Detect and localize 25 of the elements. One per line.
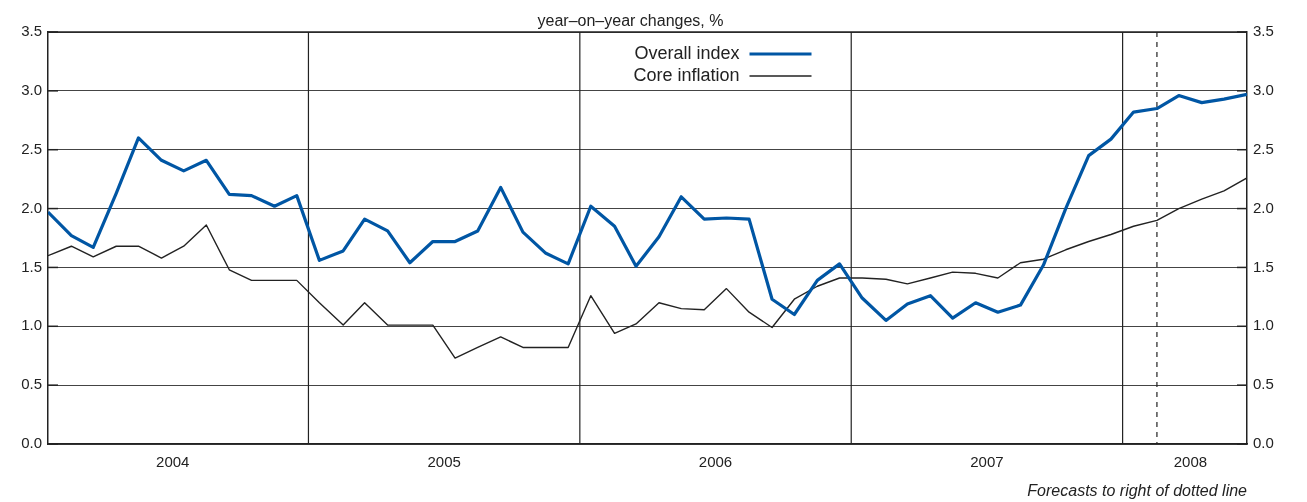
y-tick-label: 3.0	[21, 81, 42, 98]
x-tick-label: 2007	[970, 453, 1004, 471]
y-tick-label: 3.5	[21, 22, 42, 40]
y-tick-label: 0.5	[21, 375, 42, 393]
y2-tick-label: 2.5	[1253, 139, 1274, 157]
y2-tick-label: 1.0	[1253, 316, 1274, 334]
x-tick-label: 2005	[427, 453, 461, 471]
legend-label: Overall index	[634, 42, 740, 63]
y2-tick-label: 2.0	[1253, 198, 1274, 216]
y2-tick-label: 0.5	[1253, 375, 1274, 393]
y-axis-title: year–on–year changes, %	[537, 12, 724, 29]
y2-tick-label: 1.5	[1253, 257, 1274, 275]
x-tick-label: 2004	[156, 453, 190, 471]
y2-tick-label: 3.5	[1253, 22, 1274, 40]
y-tick-label: 2.5	[21, 139, 42, 157]
y-tick-label: 1.5	[21, 257, 42, 275]
text: Forecasts to right of dotted line	[1027, 482, 1248, 499]
y-tick-label: 1.0	[21, 316, 42, 334]
legend-label: Core inflation	[633, 64, 740, 85]
y-tick-label: 2.0	[21, 198, 42, 216]
y2-tick-label: 0.0	[1253, 434, 1274, 452]
y2-tick-label: 3.0	[1253, 81, 1274, 98]
y-tick-label: 0.0	[21, 434, 42, 452]
x-tick-label: 2006	[698, 453, 733, 471]
x-tick-label: 2008	[1173, 453, 1208, 471]
